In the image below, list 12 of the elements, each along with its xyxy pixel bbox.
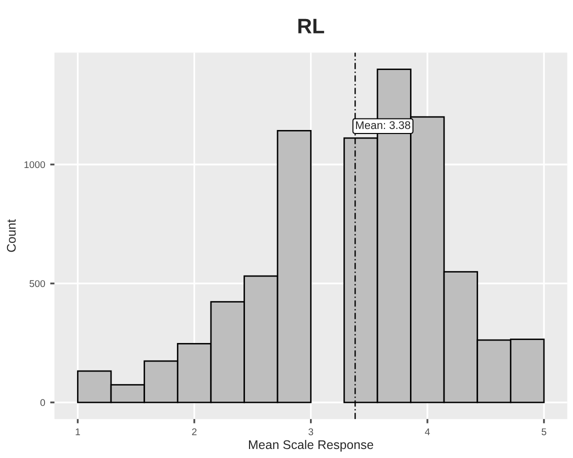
y-tick-label: 1000 bbox=[24, 161, 46, 168]
y-tick-label: 0 bbox=[40, 399, 46, 406]
x-tick-label: 2 bbox=[192, 428, 197, 436]
chart-title: RL bbox=[298, 18, 324, 34]
ref-line-label: Mean: 3.38 bbox=[356, 121, 410, 130]
x-tick-label: 1 bbox=[76, 428, 80, 436]
x-axis-title: Mean Scale Response bbox=[248, 440, 374, 452]
x-tick-label: 5 bbox=[542, 428, 546, 436]
x-tick-label: 4 bbox=[424, 428, 430, 436]
x-tick-label: 3 bbox=[308, 428, 314, 436]
y-tick-label: 500 bbox=[30, 280, 46, 288]
y-axis-title: Count bbox=[6, 219, 16, 252]
